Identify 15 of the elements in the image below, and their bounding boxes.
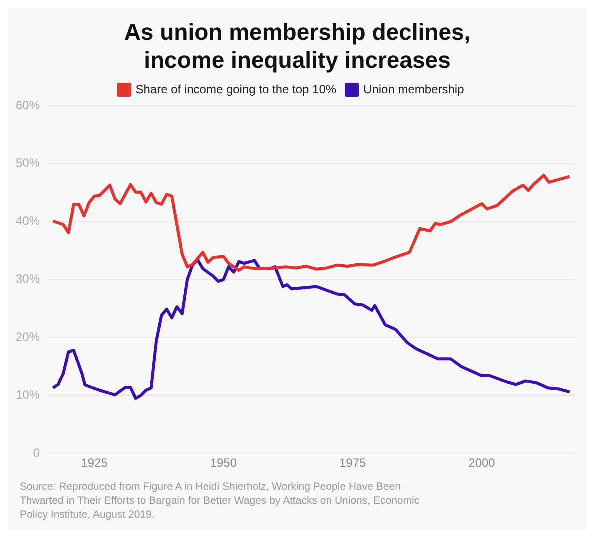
y-tick-label: 50% [16,156,40,170]
x-tick-label: 2000 [468,456,496,470]
y-tick-label: 40% [16,214,40,228]
x-tick-label: 1975 [339,456,367,470]
legend-label: Share of income going to the top 10% [136,82,337,96]
x-tick-label: 1925 [81,456,108,470]
x-tick-label: 1950 [210,456,238,470]
y-tick-label: 10% [16,388,40,402]
y-tick-label: 20% [16,330,40,344]
y-tick-label: 60% [16,98,40,112]
y-tick-label: 30% [16,272,40,286]
y-tick-label: 0 [33,446,40,460]
source-note: Source: Reproduced from Figure A in Heidi Shierholz, Working People Have Been Thwarted in Their Efforts to Bargain for Better Wages by Attacks on Unions, Economic Policy Institute, August 2019. [19,480,421,523]
legend-label: Union membership [364,82,465,96]
chart-title: As union membership declines, income inequality increases [123,18,472,74]
